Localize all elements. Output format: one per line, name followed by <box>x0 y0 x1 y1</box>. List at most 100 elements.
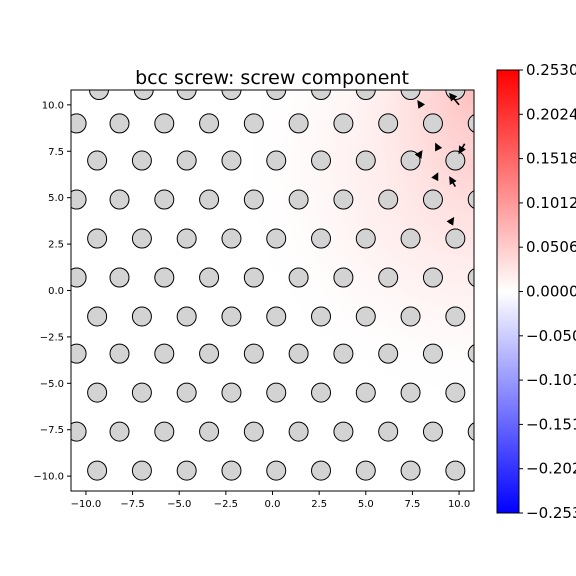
atom-marker <box>131 228 152 249</box>
x-tick-label: 2.5 <box>311 499 327 510</box>
atom-marker <box>467 344 474 363</box>
displacement-arrow <box>435 142 443 152</box>
atom-marker <box>176 306 197 327</box>
atom-marker <box>176 150 197 171</box>
y-tick-label: 0.0 <box>48 286 64 297</box>
y-tick-label: −5.0 <box>40 379 64 390</box>
atom-marker <box>199 421 220 442</box>
atom-marker <box>378 343 399 364</box>
y-tick-label: 5.0 <box>48 193 64 204</box>
atom-marker <box>445 460 466 481</box>
atom-marker <box>176 90 197 100</box>
atom-marker <box>199 113 220 134</box>
atom-marker <box>355 460 376 481</box>
atom-marker <box>87 150 108 171</box>
atom-marker <box>378 113 399 134</box>
colorbar-tick-label: 0.0506 <box>526 238 576 256</box>
atom-marker <box>311 382 332 403</box>
atom-marker <box>378 267 399 288</box>
arrows-layer <box>414 92 466 226</box>
atom-marker <box>445 150 466 171</box>
atom-marker <box>445 228 466 249</box>
atom-marker <box>243 267 264 288</box>
y-tick-label: −10.0 <box>33 472 64 483</box>
atom-marker <box>87 460 108 481</box>
atom-marker <box>266 306 287 327</box>
colorbar-tick-label: 0.2530 <box>526 61 576 79</box>
atom-marker <box>333 267 354 288</box>
atom-marker <box>445 306 466 327</box>
atom-marker <box>71 189 87 210</box>
atom-marker <box>467 268 474 287</box>
atom-marker <box>87 228 108 249</box>
atom-marker <box>71 113 87 134</box>
atom-marker <box>221 150 242 171</box>
atom-marker <box>400 228 421 249</box>
x-tick-label: −7.5 <box>120 499 144 510</box>
atom-marker <box>109 189 130 210</box>
colorbar-gradient <box>496 69 520 514</box>
y-tick-label: 7.5 <box>48 147 64 158</box>
atom-marker <box>221 306 242 327</box>
atom-marker <box>243 421 264 442</box>
x-tick-label: −10.0 <box>71 499 102 510</box>
field-heatmap-core <box>71 90 474 491</box>
atom-marker <box>266 382 287 403</box>
atom-marker <box>221 90 242 100</box>
atom-marker <box>445 382 466 403</box>
atom-marker <box>288 267 309 288</box>
x-tick-label: 7.5 <box>404 499 420 510</box>
colorbar-ticks: 0.2530 0.2024 0.1518 0.1012 0.0506 0.0000 −0.0… <box>519 61 576 522</box>
colorbar-tick-label: 0.2024 <box>526 105 576 123</box>
atom-marker <box>378 189 399 210</box>
atom-marker <box>243 113 264 134</box>
atom-marker <box>71 421 87 442</box>
atom-marker <box>467 422 474 441</box>
plot-area <box>71 90 474 491</box>
atom-marker <box>422 343 443 364</box>
x-tick-label: 10.0 <box>448 499 470 510</box>
x-tick-label: 0.0 <box>265 499 281 510</box>
atom-marker <box>355 150 376 171</box>
displacement-arrow <box>414 150 423 159</box>
atom-marker <box>154 113 175 134</box>
atom-marker <box>288 343 309 364</box>
atom-marker <box>176 228 197 249</box>
displacement-arrow <box>449 176 457 187</box>
atom-marker <box>400 90 421 100</box>
atom-marker <box>288 421 309 442</box>
atom-marker <box>88 90 109 100</box>
x-tick-label: −2.5 <box>214 499 238 510</box>
atom-marker <box>154 267 175 288</box>
atom-marker <box>199 343 220 364</box>
atom-marker <box>131 460 152 481</box>
colorbar-tick-label: −0.2024 <box>526 460 576 478</box>
atom-marker <box>467 190 474 209</box>
atom-marker <box>221 228 242 249</box>
atom-marker <box>131 306 152 327</box>
displacement-arrow <box>449 92 460 106</box>
colorbar-tick-label: −0.2530 <box>526 504 576 522</box>
atom-marker <box>109 267 130 288</box>
atom-marker <box>422 267 443 288</box>
x-tick-label: 5.0 <box>358 499 374 510</box>
atom-marker <box>311 150 332 171</box>
atom-marker <box>109 421 130 442</box>
colorbar-tick-label: −0.1012 <box>526 371 576 389</box>
y-tick-label: −2.5 <box>40 332 64 343</box>
atom-marker <box>71 343 87 364</box>
atom-marker <box>400 150 421 171</box>
colorbar-tick-label: 0.1518 <box>526 150 576 168</box>
atom-marker <box>422 421 443 442</box>
atom-marker <box>311 90 332 100</box>
atom-marker <box>176 382 197 403</box>
atom-marker <box>378 421 399 442</box>
atom-marker <box>400 306 421 327</box>
atom-marker <box>71 267 87 288</box>
colorbar: 0.2530 0.2024 0.1518 0.1012 0.0506 0.0000 −0.0… <box>496 61 576 522</box>
atom-marker <box>311 306 332 327</box>
atom-marker <box>333 189 354 210</box>
atom-marker <box>333 343 354 364</box>
atom-marker <box>266 150 287 171</box>
